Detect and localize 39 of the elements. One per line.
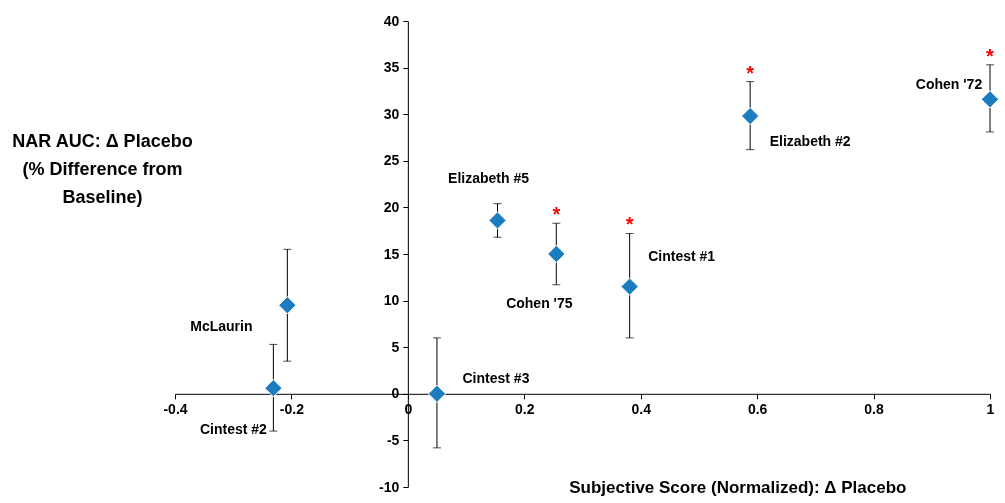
y-tick-label: 15 [383, 245, 400, 262]
annotation: McLaurin [190, 318, 253, 335]
y-axis-title: NAR AUC: Δ Placebo (% Difference from Baseline) [12, 131, 193, 208]
y-tick-label: 10 [383, 292, 400, 309]
annotation: * [552, 203, 561, 226]
point [278, 296, 297, 315]
point [488, 211, 507, 230]
annotation: Elizabeth #5 [448, 170, 530, 187]
annotation: * [746, 61, 755, 84]
annotation: Cintest #1 [648, 247, 716, 264]
x-tick-label: -0.2 [279, 401, 305, 418]
y-tick-label: 40 [383, 12, 400, 29]
annotation: Cintest #2 [199, 421, 268, 438]
point [427, 384, 447, 403]
y-tick-label: 30 [383, 105, 400, 122]
point [620, 277, 639, 296]
annotation: Cintest #3 [462, 369, 530, 386]
x-tick-label: 0.4 [631, 401, 652, 418]
annotation: Cohen '75 [506, 295, 573, 311]
point [980, 90, 1000, 109]
y-tick-label: 20 [383, 198, 400, 215]
x-tick-label: -0.4 [163, 401, 188, 418]
x-tick-label: 0.2 [515, 401, 535, 418]
y-tick-label: -10 [379, 478, 400, 495]
y-tick-label: 35 [383, 59, 400, 76]
annotation: * [986, 44, 995, 67]
annotation: Cohen '72 [915, 76, 983, 93]
point [264, 379, 283, 398]
y-tick-label: 25 [383, 152, 400, 169]
x-tick-label: 0.6 [747, 401, 768, 418]
x-tick-label: 1 [986, 401, 995, 418]
y-tick-label: -5 [386, 431, 400, 448]
annotation: Elizabeth #2 [769, 133, 851, 150]
x-axis-title: Subjective Score (Normalized): Δ Placebo [569, 477, 907, 497]
x-tick-label: 0.8 [864, 401, 885, 418]
point [741, 106, 760, 126]
y-tick-label: 5 [391, 338, 400, 355]
annotation: * [625, 213, 634, 236]
point [547, 244, 566, 264]
